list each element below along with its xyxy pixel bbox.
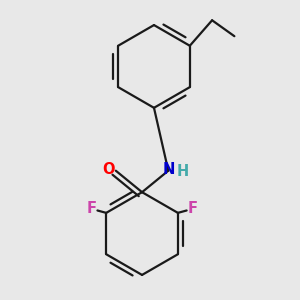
Text: F: F (187, 201, 197, 216)
Text: H: H (176, 164, 189, 179)
Text: F: F (87, 201, 97, 216)
Text: O: O (102, 162, 115, 177)
Text: N: N (163, 162, 175, 177)
